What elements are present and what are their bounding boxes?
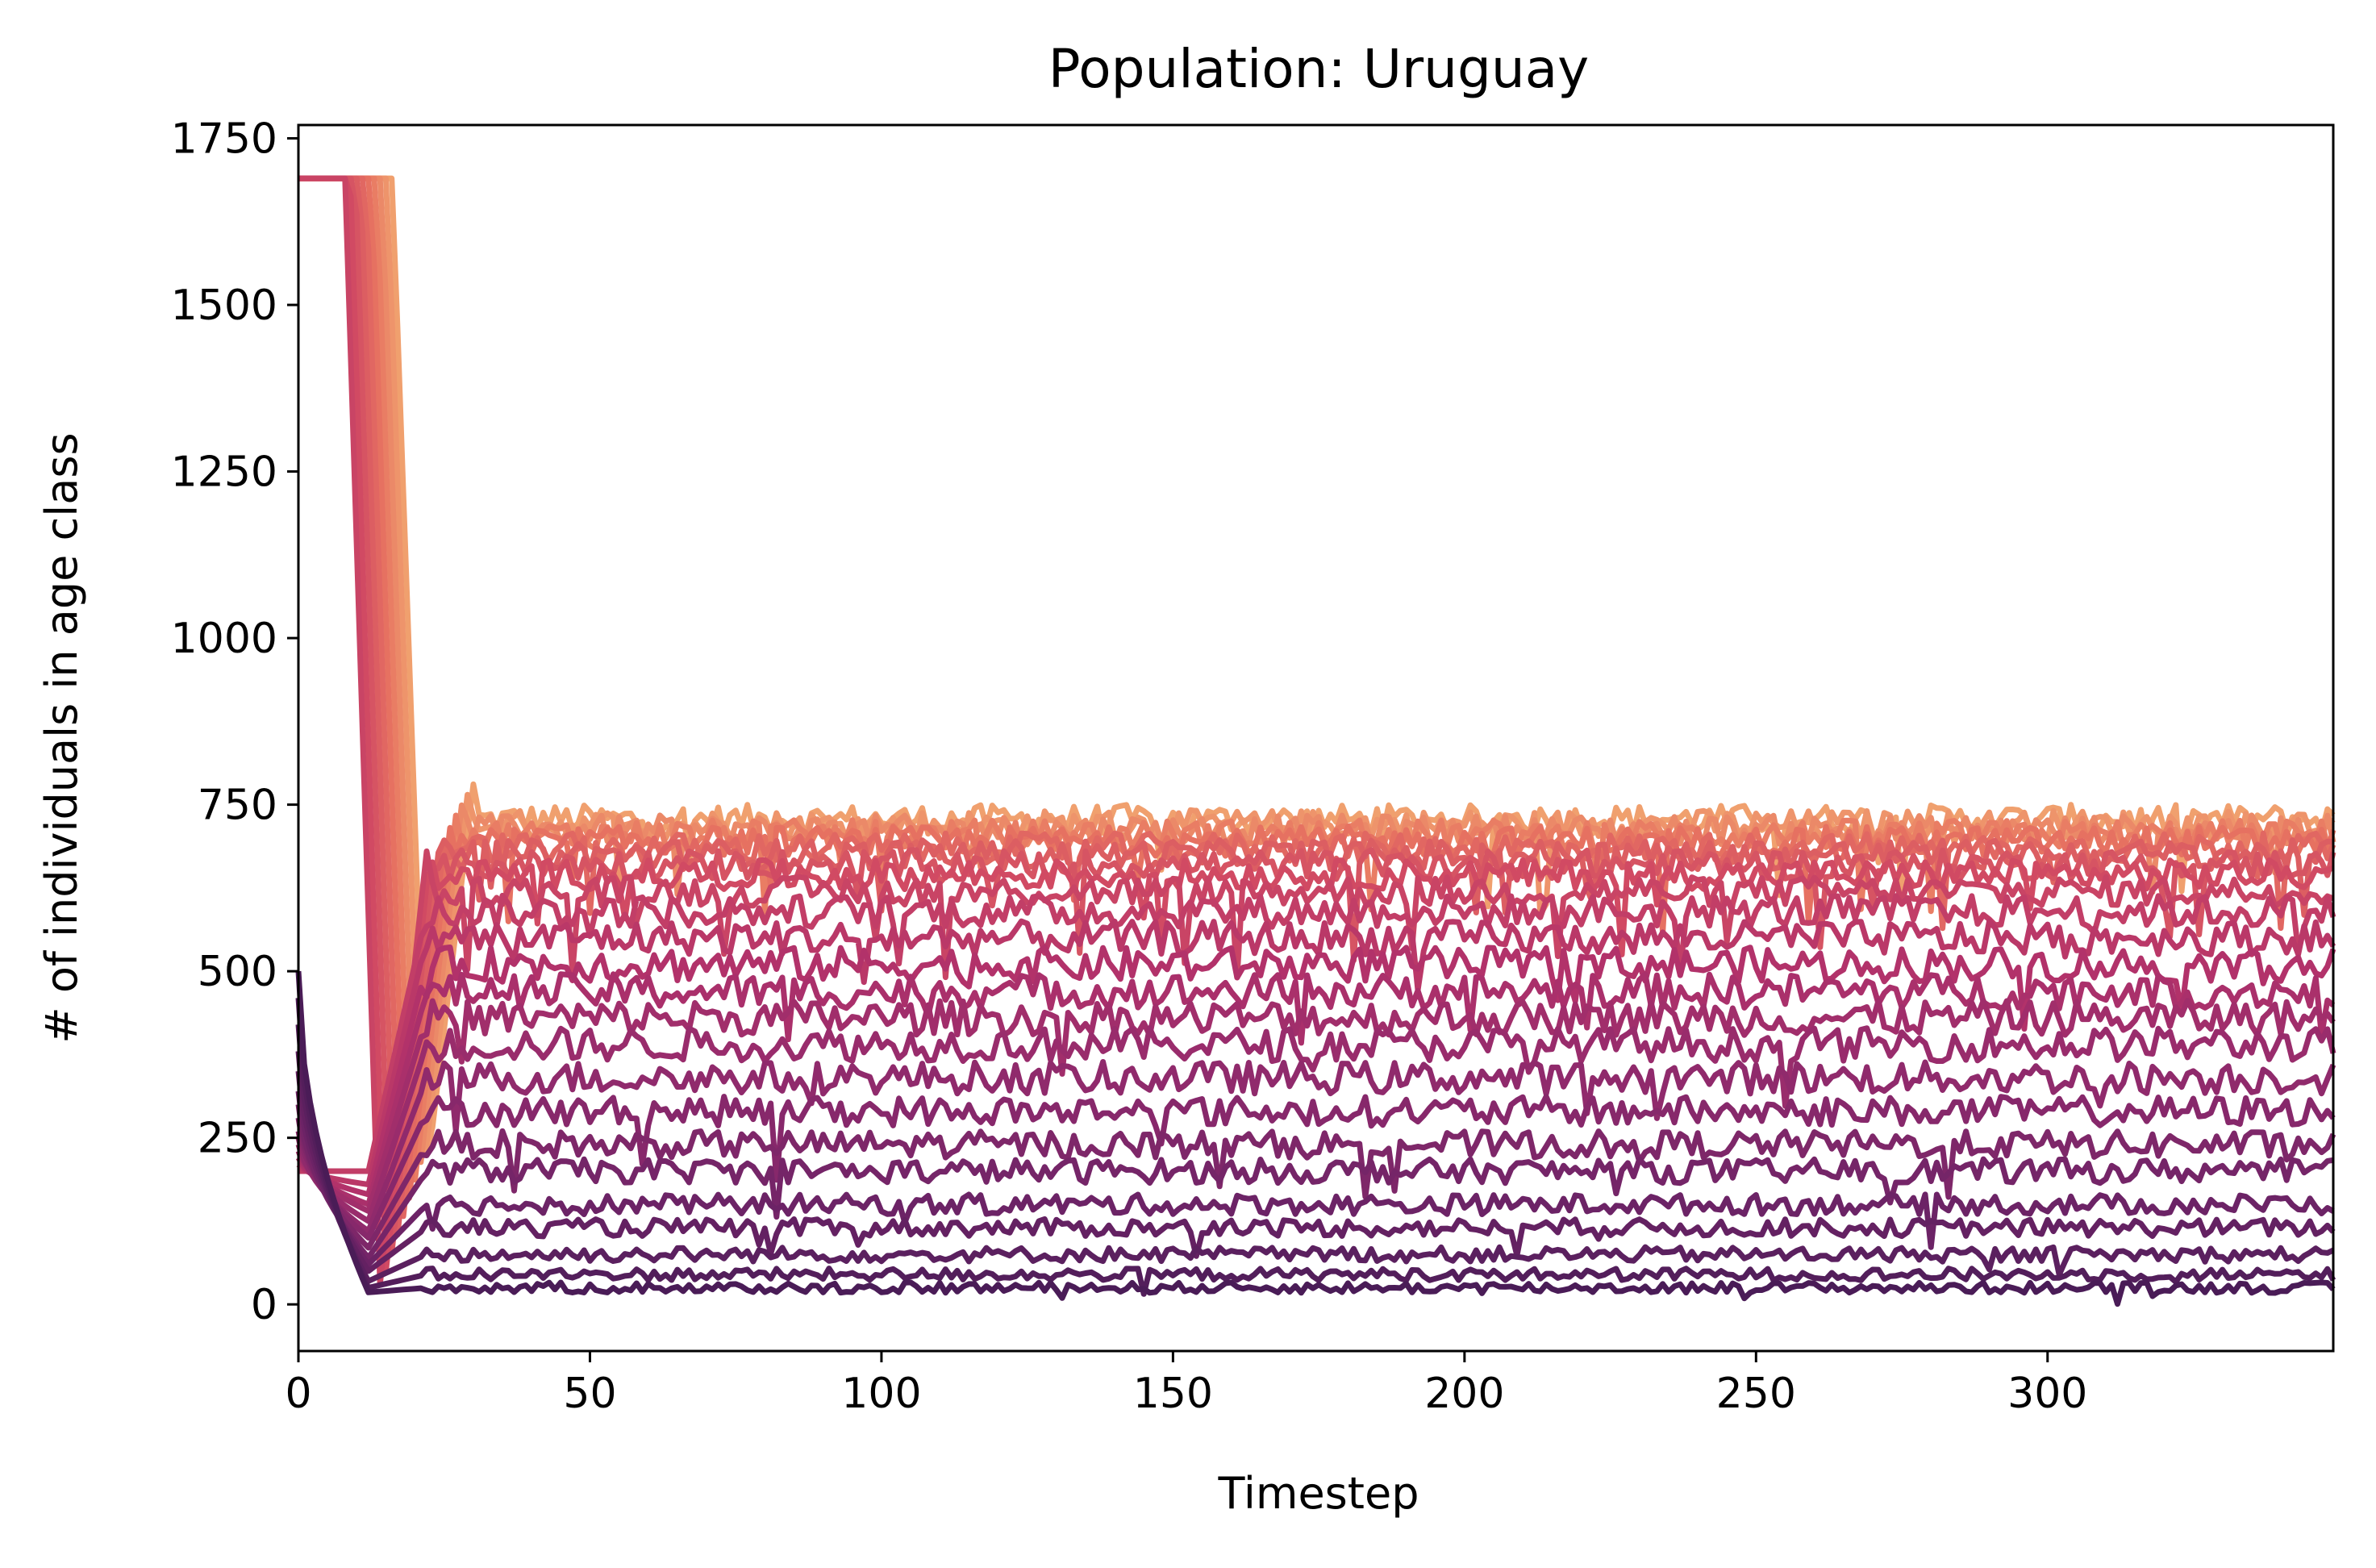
series-line-12: [295, 945, 2336, 1198]
series-group: [295, 175, 2336, 1307]
series-line-8: [295, 1059, 2336, 1234]
series-line-13: [296, 918, 2336, 1187]
series-line-20: [298, 175, 2336, 1201]
x-tick-label: 0: [285, 1370, 311, 1418]
y-tick-label: 1000: [171, 615, 277, 663]
series-line-11: [295, 971, 2336, 1207]
series-line-2: [295, 1024, 2335, 1284]
x-tick-label: 250: [1716, 1370, 1796, 1418]
y-tick-label: 250: [198, 1115, 277, 1163]
series-line-9: [295, 1025, 2336, 1224]
series-line-18: [298, 175, 2334, 1238]
series-line-0: [295, 970, 2336, 1307]
x-tick-label: 150: [1133, 1370, 1213, 1418]
x-axis-ticks: 0 50 100 150 200 250 300: [285, 1351, 2087, 1418]
y-axis-ticks: 0 250 500 750 1000 1250 1500 1750: [171, 115, 298, 1329]
x-axis-label: Timestep: [1218, 1468, 1419, 1519]
series-line-6: [295, 1103, 2336, 1251]
x-tick-label: 300: [2007, 1370, 2087, 1418]
series-line-5: [295, 1091, 2334, 1261]
y-axis-label: # of individuals in age class: [36, 432, 87, 1043]
series-line-4: [295, 1070, 2335, 1268]
series-line-1: [295, 997, 2336, 1297]
series-line-10: [295, 998, 2336, 1214]
y-tick-label: 0: [251, 1281, 277, 1329]
series-line-17: [298, 175, 2336, 1257]
x-tick-label: 50: [563, 1370, 616, 1418]
y-tick-label: 1750: [171, 115, 277, 164]
series-line-15: [298, 175, 2335, 1287]
series-line-3: [295, 1050, 2336, 1274]
y-tick-label: 1250: [171, 448, 277, 497]
plot-frame: [297, 123, 2335, 1353]
y-tick-label: 500: [198, 948, 277, 996]
x-tick-label: 200: [1424, 1370, 1504, 1418]
y-tick-label: 1500: [171, 281, 277, 330]
chart-title: Population: Uruguay: [1048, 38, 1589, 100]
series-line-16: [298, 175, 2335, 1275]
series-line-7: [295, 1094, 2336, 1241]
y-tick-label: 750: [198, 782, 277, 830]
x-tick-label: 100: [841, 1370, 921, 1418]
